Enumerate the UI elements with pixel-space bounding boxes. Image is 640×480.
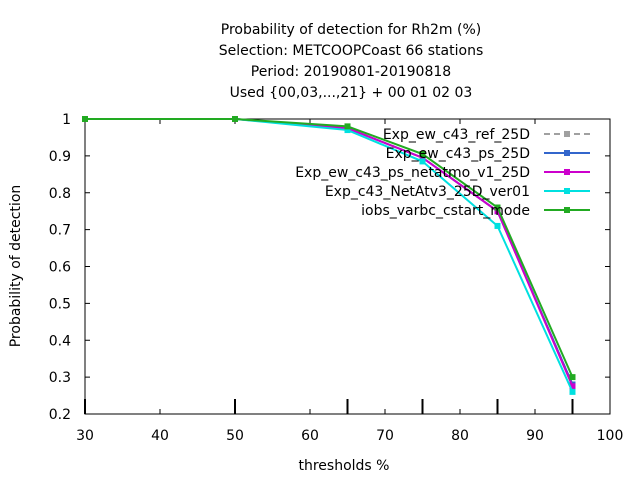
data-point xyxy=(419,154,426,161)
y-tick-label: 0.8 xyxy=(49,186,71,202)
x-tick-label: 70 xyxy=(376,428,394,444)
data-point xyxy=(232,116,238,122)
title-line-3: Period: 20190801-20190818 xyxy=(251,64,451,80)
data-point xyxy=(569,388,576,395)
x-tick-label: 60 xyxy=(301,428,319,444)
title-line-1: Probability of detection for Rh2m (%) xyxy=(221,22,482,38)
data-point xyxy=(82,116,88,122)
x-tick-label: 90 xyxy=(526,428,544,444)
y-tick-label: 0.4 xyxy=(49,333,71,349)
series-5 xyxy=(82,116,576,381)
data-point xyxy=(494,222,501,229)
legend-label: Exp_ew_c43_ps_25D xyxy=(386,146,530,162)
y-axis-label: Probability of detection xyxy=(8,185,24,348)
legend-label: iobs_varbc_cstart_mode xyxy=(361,203,530,219)
y-tick-labels: 0.2 0.3 0.4 0.5 0.6 0.7 0.8 0.9 1 xyxy=(49,112,71,423)
data-point xyxy=(344,123,351,130)
bottom-threshold-ticks xyxy=(84,399,574,414)
legend-marker xyxy=(564,150,570,156)
axis-ticks xyxy=(84,118,611,415)
title-line-2: Selection: METCOOPCoast 66 stations xyxy=(219,43,484,59)
legend-marker xyxy=(564,207,570,213)
y-tick-label: 0.6 xyxy=(49,260,71,276)
x-tick-label: 80 xyxy=(451,428,469,444)
series-line xyxy=(85,118,574,378)
x-tick-label: 40 xyxy=(151,428,169,444)
plot-frame xyxy=(84,118,611,415)
y-tick-label: 0.2 xyxy=(49,407,71,423)
series-layer xyxy=(82,116,576,395)
data-point xyxy=(494,208,501,215)
x-tick-label: 50 xyxy=(226,428,244,444)
y-tick-label: 0.7 xyxy=(49,223,71,239)
legend: Exp_ew_c43_ref_25D Exp_ew_c43_ps_25D Exp_e… xyxy=(295,127,590,219)
data-point xyxy=(419,151,426,158)
y-tick-label: 0.5 xyxy=(49,296,71,312)
chart-title: Probability of detection for Rh2m (%) Sel… xyxy=(219,22,484,101)
data-point xyxy=(344,127,351,134)
legend-label: Exp_ew_c43_ps_netatmo_v1_25D xyxy=(295,165,530,181)
x-tick-label: 30 xyxy=(76,428,94,444)
legend-marker xyxy=(564,131,570,137)
data-point xyxy=(569,383,576,390)
x-tick-label: 100 xyxy=(597,428,624,444)
x-tick-labels: 30 40 50 60 70 80 90 100 xyxy=(76,428,623,444)
y-tick-label: 0.3 xyxy=(49,370,71,386)
legend-marker xyxy=(564,169,570,175)
y-tick-label: 0.9 xyxy=(49,149,71,165)
title-line-4: Used {00,03,...,21} + 00 01 02 03 xyxy=(230,85,473,101)
y-tick-label: 1 xyxy=(62,112,71,128)
legend-label: Exp_ew_c43_ref_25D xyxy=(383,127,530,143)
legend-label: Exp_c43_NetAtv3_25D_ver01 xyxy=(325,184,530,200)
data-point xyxy=(494,204,501,211)
legend-marker xyxy=(564,188,570,194)
data-point xyxy=(419,158,426,165)
x-axis-label: thresholds % xyxy=(299,458,390,474)
data-point xyxy=(569,374,576,381)
